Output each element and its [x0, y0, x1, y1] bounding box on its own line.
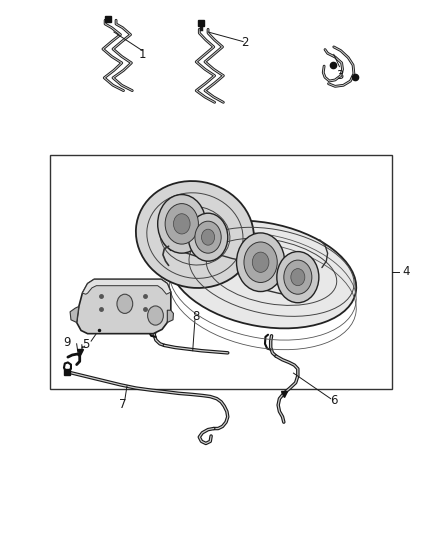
Text: 1: 1: [138, 48, 146, 61]
Ellipse shape: [136, 181, 254, 288]
Circle shape: [284, 260, 312, 294]
Polygon shape: [167, 310, 173, 322]
Circle shape: [188, 213, 228, 261]
Circle shape: [244, 242, 277, 282]
Circle shape: [277, 252, 319, 303]
Polygon shape: [70, 306, 79, 322]
Circle shape: [252, 252, 269, 272]
Text: 7: 7: [119, 398, 127, 410]
Circle shape: [291, 269, 305, 286]
Text: 5: 5: [82, 338, 89, 351]
Circle shape: [165, 204, 198, 244]
Polygon shape: [82, 279, 171, 294]
Circle shape: [158, 195, 206, 253]
Circle shape: [237, 233, 285, 292]
Ellipse shape: [170, 221, 356, 328]
Bar: [50, 155, 392, 389]
Text: 9: 9: [63, 336, 71, 349]
Circle shape: [201, 229, 215, 245]
Text: 3: 3: [336, 69, 343, 82]
Circle shape: [148, 306, 163, 325]
Text: 6: 6: [330, 394, 338, 407]
Circle shape: [117, 294, 133, 313]
Polygon shape: [77, 279, 171, 334]
Circle shape: [195, 221, 221, 253]
Text: 2: 2: [240, 36, 248, 49]
Text: 4: 4: [402, 265, 410, 278]
Circle shape: [173, 214, 190, 234]
Text: 8: 8: [192, 310, 199, 323]
